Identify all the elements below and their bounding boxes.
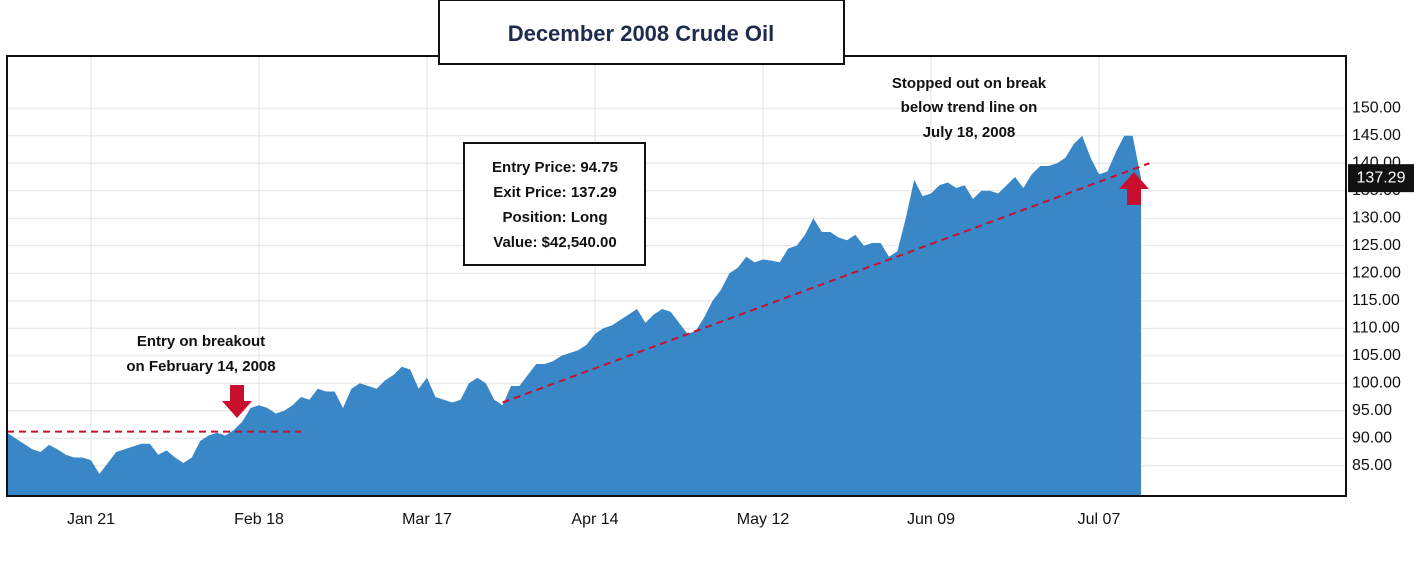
last-value-label: 137.29 (1357, 169, 1406, 186)
annotation: July 18, 2008 (923, 124, 1016, 141)
x-tick-label: May 12 (737, 511, 790, 528)
x-tick-label: Jan 21 (67, 511, 115, 528)
y-tick-label: 150.00 (1352, 99, 1401, 116)
x-tick-label: Jun 09 (907, 511, 955, 528)
info-text: Entry Price: 94.75 (492, 159, 618, 176)
y-tick-label: 90.00 (1352, 429, 1392, 446)
x-tick-label: Jul 07 (1078, 511, 1121, 528)
x-tick-label: Apr 14 (571, 511, 618, 528)
y-tick-label: 85.00 (1352, 457, 1392, 474)
y-tick-label: 120.00 (1352, 264, 1401, 281)
info-box (463, 142, 646, 266)
x-tick-label: Mar 17 (402, 511, 452, 528)
last-value-box (1348, 164, 1414, 193)
info-text: Position: Long (503, 209, 608, 226)
title-box (438, 0, 845, 65)
y-tick-label: 110.00 (1352, 319, 1400, 336)
y-tick-label: 95.00 (1352, 402, 1392, 419)
y-tick-label: 115.00 (1352, 292, 1400, 309)
info-text: Exit Price: 137.29 (493, 184, 616, 201)
annotation: on February 14, 2008 (126, 358, 275, 375)
entry-arrow (222, 385, 252, 418)
info-text: Value: $42,540.00 (493, 234, 616, 251)
y-tick-label: 130.00 (1352, 209, 1401, 226)
y-tick-label: 105.00 (1352, 347, 1401, 364)
y-tick-label: 145.00 (1352, 127, 1401, 144)
annotation: Stopped out on break (892, 75, 1047, 92)
annotation: Entry on breakout (137, 333, 265, 350)
chart-title: December 2008 Crude Oil (508, 21, 775, 46)
y-tick-label: 125.00 (1352, 237, 1401, 254)
annotation: below trend line on (901, 99, 1038, 116)
reference-line (502, 162, 1150, 404)
exit-arrow (1119, 172, 1149, 205)
x-tick-label: Feb 18 (234, 511, 284, 528)
area (7, 135, 1141, 496)
marks (7, 135, 1150, 496)
y-tick-label: 100.00 (1352, 374, 1401, 391)
